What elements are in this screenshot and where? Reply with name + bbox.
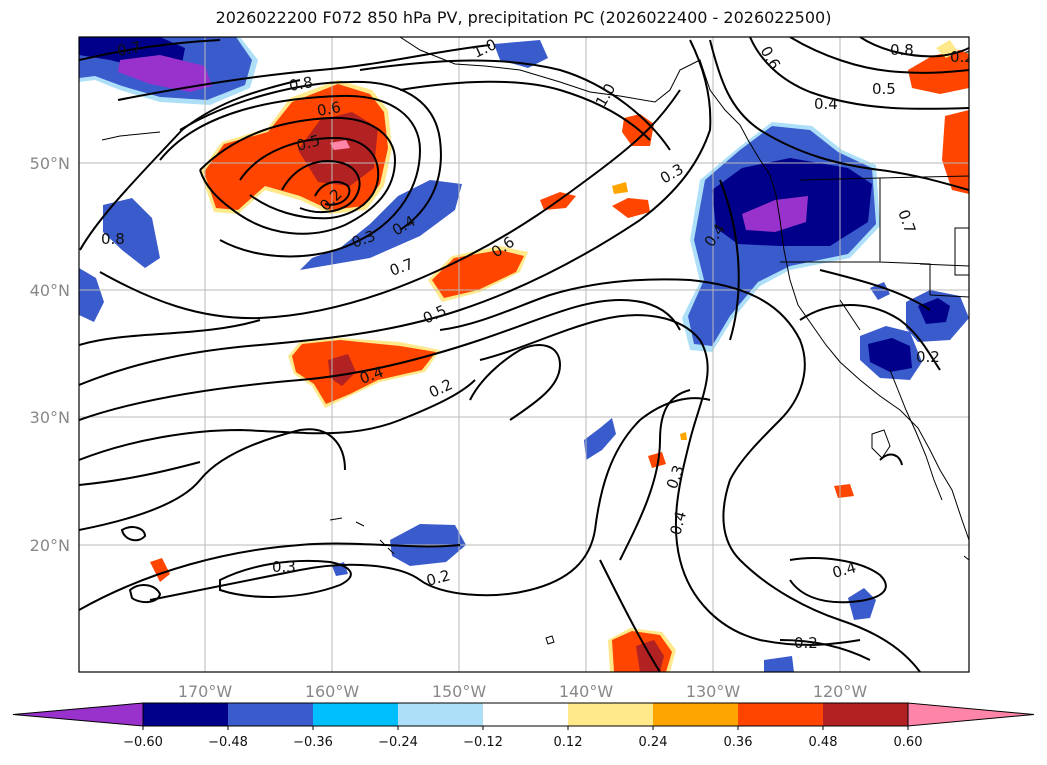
colorbar-tick-label: 0.12	[554, 735, 583, 750]
lat-tick-label: 20°N	[30, 536, 70, 555]
contour-label: 0.3	[272, 558, 296, 576]
contour-label: 0.2	[424, 566, 452, 590]
lon-tick-label: 130°W	[686, 682, 741, 701]
colorbar: −0.60 −0.48 −0.36 −0.24 −0.12 0.12 0.24 0.36 0.4…	[12, 702, 1035, 750]
contour-label: 0.2	[916, 348, 940, 366]
contour-label: 0.5	[294, 131, 322, 155]
lon-tick-label: 140°W	[559, 682, 614, 701]
colorbar-tick-label: −0.12	[463, 735, 503, 750]
contour-label: 0.2	[950, 48, 974, 66]
contour-label: 0.8	[101, 230, 125, 248]
colorbar-tick-label: −0.24	[378, 735, 418, 750]
plot-title: 2026022200 F072 850 hPa PV, precipitatio…	[215, 8, 832, 27]
colorbar-outline	[142, 702, 909, 727]
colorbar-segment	[823, 703, 908, 726]
colorbar-max-extend	[907, 702, 1035, 727]
colorbar-segment	[653, 703, 738, 726]
contour-label: 0.8	[890, 41, 914, 59]
lat-tick-label: 50°N	[30, 154, 70, 173]
lon-tick-label: 160°W	[305, 682, 360, 701]
contour-label: 0.4	[814, 95, 838, 113]
colorbar-segment	[483, 703, 568, 726]
lat-tick-label: 40°N	[30, 281, 70, 300]
latitude-tick-labels: 50°N 40°N 30°N 20°N	[30, 154, 70, 555]
positive-precip-shading	[150, 40, 969, 672]
colorbar-segment	[568, 703, 653, 726]
colorbar-tick-label: 0.24	[639, 735, 668, 750]
contour-label: 0.7	[116, 38, 143, 60]
contour-label: 0.5	[872, 80, 896, 98]
coastlines	[101, 37, 969, 645]
contour-label: 0.2	[794, 634, 818, 652]
lon-tick-label: 170°W	[178, 682, 233, 701]
longitude-tick-labels: 170°W 160°W 150°W 140°W 130°W 120°W	[178, 682, 868, 701]
contour-label: 0.8	[288, 73, 315, 95]
colorbar-min-extend	[12, 702, 144, 727]
contour-label: 0.4	[830, 558, 858, 582]
colorbar-tick-label: 0.36	[724, 735, 753, 750]
colorbar-tick-label: −0.60	[123, 735, 163, 750]
colorbar-segment	[143, 703, 228, 726]
colorbar-tick-label: −0.48	[208, 735, 248, 750]
lat-tick-label: 30°N	[30, 408, 70, 427]
lon-tick-label: 150°W	[432, 682, 487, 701]
map-plot-area: 0.7 1.0 0.6 0.8 0.8 0.6 0.5 0.4 0.5 1.0 …	[79, 37, 974, 672]
colorbar-segment	[398, 703, 483, 726]
colorbar-tick-label: 0.60	[894, 735, 923, 750]
plot-frame	[78, 36, 970, 673]
colorbar-segment	[228, 703, 313, 726]
colorbar-segment	[738, 703, 823, 726]
colorbar-segment	[313, 703, 398, 726]
colorbar-tick-label: 0.48	[809, 735, 838, 750]
contour-label: 0.6	[316, 98, 343, 120]
contour-label: 0.4	[666, 509, 690, 537]
colorbar-tick-label: −0.36	[293, 735, 333, 750]
pv-contours	[79, 37, 969, 672]
lon-tick-label: 120°W	[813, 682, 868, 701]
